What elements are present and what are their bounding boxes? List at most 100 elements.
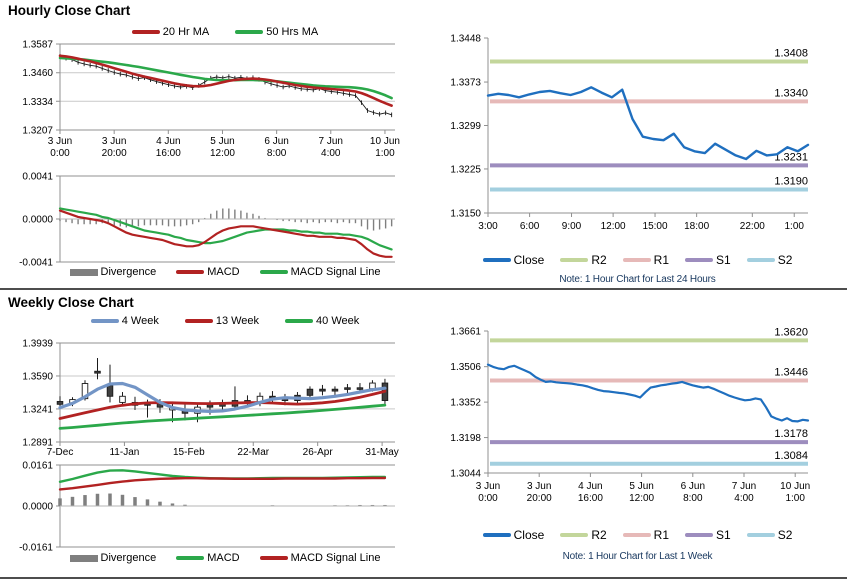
weekly-price-legend: 4 Week 13 Week 40 Week: [55, 315, 395, 327]
svg-text:1.3334: 1.3334: [22, 97, 53, 108]
svg-text:1.3231: 1.3231: [774, 151, 808, 163]
legend-swatch: [622, 533, 651, 537]
svg-text:1.3150: 1.3150: [450, 209, 481, 220]
svg-text:10 Jun: 10 Jun: [370, 136, 400, 147]
legend-item-macd-signal-line: MACD Signal Line: [259, 552, 380, 564]
legend-label: R2: [591, 253, 607, 267]
svg-text:5 Jun: 5 Jun: [210, 136, 234, 147]
svg-text:1.3352: 1.3352: [450, 398, 481, 409]
svg-text:18:00: 18:00: [684, 221, 709, 232]
legend-swatch: [560, 533, 589, 537]
svg-text:31-May: 31-May: [365, 447, 398, 458]
svg-text:0.0041: 0.0041: [22, 172, 53, 183]
svg-text:20:00: 20:00: [527, 493, 552, 504]
legend-item-s1: S1: [685, 253, 731, 267]
svg-text:1.3620: 1.3620: [774, 326, 808, 338]
svg-text:1.3241: 1.3241: [22, 404, 53, 415]
legend-label: S2: [777, 253, 793, 267]
svg-text:0.0161: 0.0161: [22, 461, 53, 472]
section-divider-bottom: [0, 577, 847, 579]
svg-text:1.3340: 1.3340: [774, 87, 808, 99]
legend-item-divergence: Divergence: [69, 266, 156, 278]
svg-text:12:00: 12:00: [210, 148, 235, 159]
legend-swatch: [482, 258, 511, 262]
legend-item-s2: S2: [746, 253, 793, 267]
legend-label: 13 Week: [215, 315, 260, 327]
legend-label: MACD: [207, 552, 240, 564]
legend-swatch: [235, 30, 264, 34]
svg-text:1.3299: 1.3299: [450, 121, 481, 132]
hourly-pivot-legend: Close R2 R1 S1 S2: [445, 253, 830, 267]
weekly-section-title: Weekly Close Chart: [8, 295, 134, 310]
legend-swatch: [482, 533, 511, 537]
svg-text:1.3373: 1.3373: [450, 78, 481, 89]
svg-text:16:00: 16:00: [156, 148, 181, 159]
legend-swatch: [622, 258, 651, 262]
svg-text:1.3044: 1.3044: [450, 469, 481, 480]
legend-label: R2: [591, 528, 607, 542]
svg-text:1.3448: 1.3448: [450, 34, 481, 45]
weekly-macd-legend: Divergence MACD MACD Signal Line: [55, 552, 395, 564]
svg-text:7 Jun: 7 Jun: [319, 136, 343, 147]
legend-label: 4 Week: [121, 315, 159, 327]
svg-text:4 Jun: 4 Jun: [156, 136, 180, 147]
svg-text:15-Feb: 15-Feb: [173, 447, 205, 458]
legend-swatch: [131, 30, 160, 34]
legend-item-s2: S2: [746, 528, 793, 542]
legend-item-r2: R2: [560, 253, 607, 267]
legend-swatch: [176, 270, 205, 274]
weekly-macd-chart: 0.0161 0.0000 -0.0161: [19, 461, 395, 554]
svg-text:1.3178: 1.3178: [774, 428, 808, 440]
legend-item-macd-signal-line: MACD Signal Line: [259, 266, 381, 278]
svg-text:4 Jun: 4 Jun: [578, 481, 602, 492]
legend-swatch: [176, 556, 205, 560]
svg-text:1.3207: 1.3207: [22, 126, 53, 137]
svg-text:8:00: 8:00: [683, 493, 703, 504]
svg-text:15:00: 15:00: [643, 221, 668, 232]
svg-text:1:00: 1:00: [375, 148, 395, 159]
legend-item-macd: MACD: [176, 552, 240, 564]
legend-item-r1: R1: [622, 528, 669, 542]
hourly-section-title: Hourly Close Chart: [8, 3, 131, 18]
svg-text:4:00: 4:00: [321, 148, 341, 159]
svg-text:5 Jun: 5 Jun: [629, 481, 653, 492]
legend-swatch: [69, 554, 98, 562]
legend-swatch: [184, 319, 213, 323]
legend-swatch: [259, 556, 288, 560]
svg-text:1.3590: 1.3590: [22, 371, 53, 382]
svg-text:6 Jun: 6 Jun: [264, 136, 288, 147]
hourly-price-legend: 20 Hr MA 50 Hrs MA: [55, 26, 395, 38]
legend-swatch: [746, 533, 775, 537]
legend-label: MACD Signal Line: [290, 266, 381, 278]
hourly-macd-chart: 0.0041 0.0000 -0.0041: [19, 172, 395, 269]
svg-text:3 Jun: 3 Jun: [48, 136, 72, 147]
legend-swatch: [285, 319, 314, 323]
svg-text:1.3446: 1.3446: [774, 366, 808, 378]
legend-item-macd: MACD: [176, 266, 240, 278]
legend-label: 40 Week: [316, 315, 360, 327]
svg-text:26-Apr: 26-Apr: [303, 447, 334, 458]
legend-swatch: [259, 270, 288, 274]
svg-text:-0.0041: -0.0041: [19, 258, 53, 269]
svg-text:7 Jun: 7 Jun: [732, 481, 756, 492]
svg-text:1.3198: 1.3198: [450, 433, 481, 444]
svg-text:1.3506: 1.3506: [450, 362, 481, 373]
svg-text:11-Jan: 11-Jan: [109, 447, 139, 458]
legend-swatch: [685, 258, 713, 262]
legend-item-r2: R2: [560, 528, 607, 542]
legend-label: MACD: [207, 266, 240, 278]
legend-label: Divergence: [100, 552, 157, 564]
legend-label: 50 Hrs MA: [266, 26, 319, 38]
legend-label: S2: [777, 528, 793, 542]
svg-text:1.3225: 1.3225: [450, 164, 481, 175]
legend-item-s1: S1: [685, 528, 731, 542]
svg-text:4:00: 4:00: [734, 493, 754, 504]
legend-swatch: [685, 533, 713, 537]
legend-item-40-week: 40 Week: [285, 315, 359, 327]
legend-swatch: [69, 268, 98, 276]
legend-item-4-week: 4 Week: [90, 315, 159, 327]
legend-label: R1: [653, 528, 669, 542]
svg-text:12:00: 12:00: [629, 493, 654, 504]
